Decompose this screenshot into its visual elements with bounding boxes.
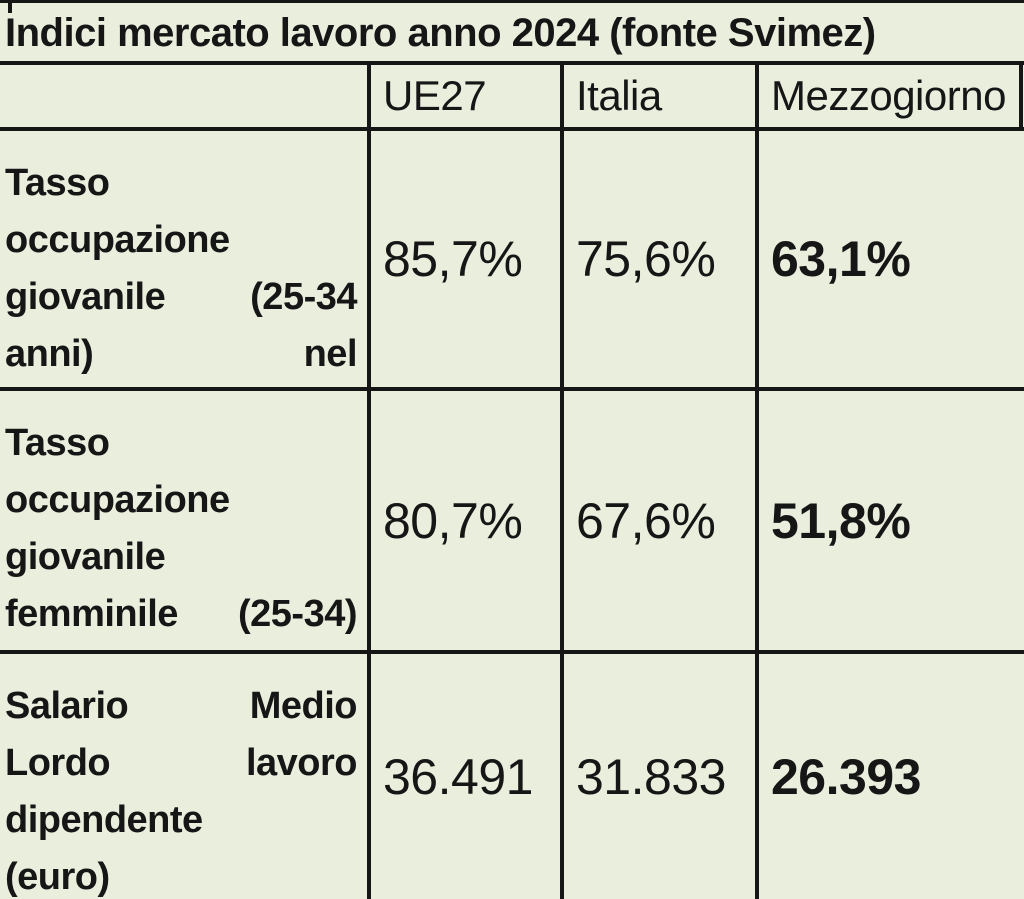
table-top-border (0, 0, 1024, 3)
table-header-row: UE27 Italia Mezzogiorno (0, 65, 1024, 131)
value-mezzogiorno: 63,1% (755, 131, 1024, 387)
row-label-line: (euro) (5, 856, 110, 898)
row-label: Tasso occupazione giovanile femminile (25-34… (0, 391, 367, 650)
table-row: Tasso occupazione giovanile femminile (25-34… (0, 391, 1024, 654)
row-label-line: Tasso (5, 422, 110, 464)
column-header-italia: Italia (560, 65, 755, 127)
value-italia: 75,6% (560, 131, 755, 387)
row-label: Salario Medio Lordo lavoro dipendente (euro) (0, 654, 367, 899)
row-label-line: dipendente (5, 799, 203, 841)
value-italia: 67,6% (560, 391, 755, 650)
row-label-line: Tasso (5, 162, 110, 204)
row-label-line: giovanile (25-34 (5, 276, 357, 318)
value-ue27: 36.491 (367, 654, 560, 899)
table-row: Tasso occupazione giovanile (25-34 anni) nel 8… (0, 131, 1024, 391)
table-title-row: Indici mercato lavoro anno 2024 (fonte S… (0, 0, 1024, 65)
table-top-border-tick (8, 0, 12, 13)
row-label-line: Salario Medio (5, 685, 358, 727)
header-cell-empty (0, 65, 367, 127)
column-header-ue27: UE27 (367, 65, 560, 127)
row-label-line: occupazione (5, 219, 230, 261)
row-label: Tasso occupazione giovanile (25-34 anni) nel (0, 131, 367, 387)
row-label-line: femminile (25-34) (5, 593, 358, 635)
table-row: Salario Medio Lordo lavoro dipendente (euro) 3… (0, 654, 1024, 899)
value-ue27: 85,7% (367, 131, 560, 387)
header-right-border (1019, 65, 1023, 131)
value-mezzogiorno: 26.393 (755, 654, 1024, 899)
value-italia: 31.833 (560, 654, 755, 899)
table-title: Indici mercato lavoro anno 2024 (fonte S… (5, 11, 876, 55)
value-ue27: 80,7% (367, 391, 560, 650)
row-label-line: anni) nel (5, 333, 358, 375)
row-label-line: Lordo lavoro (5, 742, 358, 784)
row-label-line: giovanile (5, 536, 166, 578)
value-mezzogiorno: 51,8% (755, 391, 1024, 650)
table-body: Tasso occupazione giovanile (25-34 anni) nel 8… (0, 131, 1024, 899)
row-label-line: occupazione (5, 479, 230, 521)
column-header-mezzogiorno: Mezzogiorno (755, 65, 1024, 127)
